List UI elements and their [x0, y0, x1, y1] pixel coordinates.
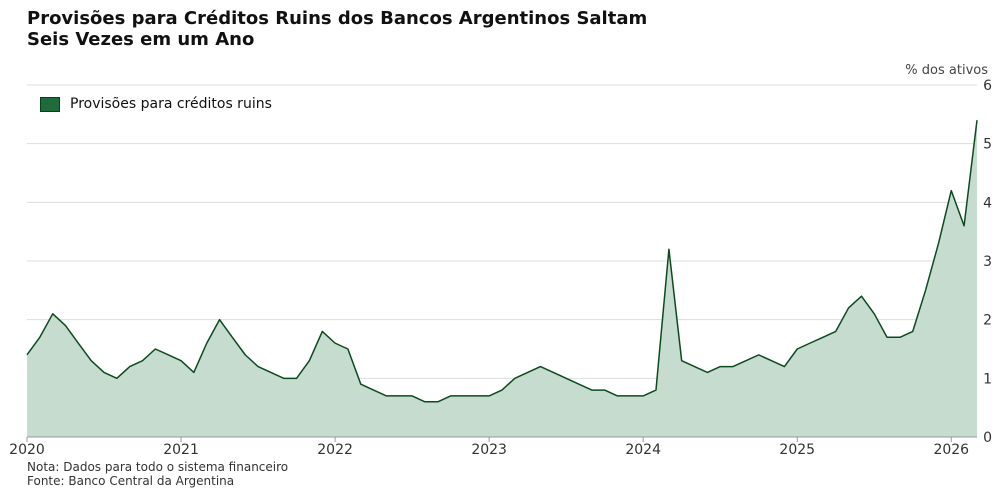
footer: Nota: Dados para todo o sistema financei…	[27, 460, 288, 488]
y-tick-label: 3	[983, 254, 992, 270]
x-tick-label: 2021	[163, 442, 199, 458]
chart-title-line-2: Seis Vezes em um Ano	[27, 29, 255, 50]
series-area-fill	[27, 120, 977, 437]
legend-swatch	[40, 96, 60, 112]
series-line	[26, 120, 978, 403]
y-tick-label: 5	[983, 137, 992, 153]
x-tick-label: 2020	[9, 442, 45, 458]
legend-label: Provisões para créditos ruins	[70, 96, 272, 112]
y-axis-unit-label: % dos ativos	[905, 63, 988, 78]
chart-title: Provisões para Créditos Ruins dos Bancos…	[27, 8, 647, 50]
y-tick-label: 6	[983, 78, 992, 94]
y-tick-label: 2	[983, 313, 992, 329]
x-tick-label: 2026	[933, 442, 969, 458]
y-axis: 0 1 2 3 4 5 6	[983, 78, 992, 446]
y-tick-label: 0	[983, 430, 992, 446]
x-tick-label: 2025	[779, 442, 815, 458]
chart-title-line-1: Provisões para Créditos Ruins dos Bancos…	[27, 8, 648, 29]
x-tick-label: 2024	[625, 442, 661, 458]
x-axis: 2020 2021 2022 2023 2024 2025 2026	[9, 437, 969, 458]
x-tick-label: 2022	[317, 442, 353, 458]
footer-source: Fonte: Banco Central da Argentina	[27, 474, 235, 488]
area-layer	[26, 120, 978, 438]
y-tick-label: 1	[983, 371, 992, 387]
y-tick-label: 4	[983, 195, 992, 211]
footer-note: Nota: Dados para todo o sistema financei…	[27, 460, 289, 474]
x-tick-label: 2023	[471, 442, 507, 458]
legend: Provisões para créditos ruins	[40, 96, 272, 112]
